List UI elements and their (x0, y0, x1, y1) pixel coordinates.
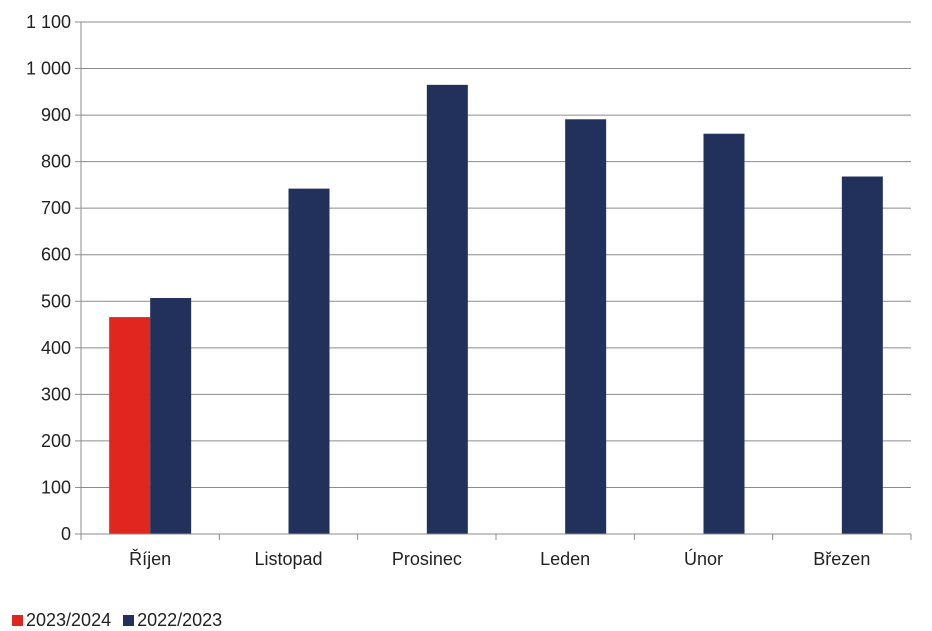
bar-2022-2023-4 (703, 133, 745, 534)
x-tick-label: Listopad (254, 549, 322, 569)
y-tick-label: 800 (41, 152, 71, 172)
y-tick-label: 300 (41, 384, 71, 404)
x-tick-label: Říjen (129, 549, 171, 569)
legend-item-2022-2023: 2022/2023 (123, 610, 222, 631)
bar-2022-2023-2 (426, 84, 468, 534)
legend-swatch-2023-2024 (12, 615, 23, 626)
y-tick-label: 400 (41, 338, 71, 358)
y-axis-ticks: 0 100 200 300 400 500 600 700 800 900 1 000 1 100 (26, 12, 81, 544)
legend-label-2023-2024: 2023/2024 (26, 610, 112, 630)
y-tick-label: 700 (41, 198, 71, 218)
x-axis (80, 22, 911, 535)
legend: 2023/2024 2022/2023 (12, 610, 234, 631)
bars (109, 84, 883, 534)
bar-2022-2023-5 (841, 176, 883, 534)
y-tick-label: 500 (41, 291, 71, 311)
y-tick-label: 200 (41, 431, 71, 451)
bar-2022-2023-1 (288, 188, 330, 534)
bar-2022-2023-0 (150, 298, 192, 534)
x-tick-label: Únor (684, 548, 723, 569)
x-tick-label: Prosinec (392, 549, 462, 569)
x-axis-ticks: Říjen Listopad Prosinec Leden Únor Březen (80, 534, 912, 569)
legend-item-2023-2024: 2023/2024 (12, 610, 111, 631)
bar-2022-2023-3 (565, 119, 607, 534)
y-tick-label: 1 000 (26, 59, 71, 79)
y-tick-label: 600 (41, 245, 71, 265)
bar-2023-2024-0 (109, 317, 151, 534)
legend-label-2022-2023: 2022/2023 (137, 610, 223, 630)
y-tick-label: 0 (61, 524, 71, 544)
x-tick-label: Březen (813, 549, 870, 569)
gridlines (81, 21, 911, 535)
y-tick-label: 1 100 (26, 12, 71, 32)
legend-swatch-2022-2023 (123, 615, 135, 626)
bar-chart: 0 100 200 300 400 500 600 700 800 900 1 000 1 100 Ř… (26, 12, 912, 569)
x-tick-label: Leden (540, 549, 590, 569)
y-tick-label: 900 (41, 105, 71, 125)
y-tick-label: 100 (41, 477, 71, 497)
